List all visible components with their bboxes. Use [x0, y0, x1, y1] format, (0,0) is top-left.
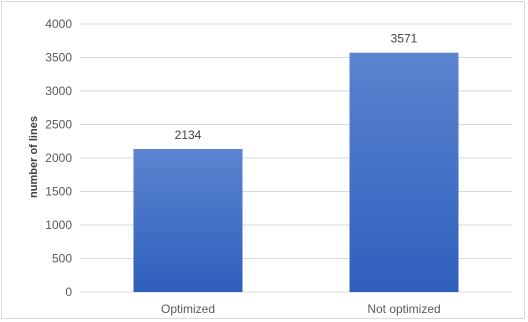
- data-labels: 2134 3571: [175, 32, 418, 142]
- y-tick-label: 500: [52, 252, 72, 266]
- y-tick-label: 3000: [45, 84, 72, 98]
- y-axis-ticks: 0 500 1000 1500 2000 2500 3000 3500 4000: [45, 17, 72, 299]
- y-tick-label: 1500: [45, 185, 72, 199]
- category-label: Not optimized: [367, 302, 440, 316]
- data-label: 3571: [391, 32, 418, 46]
- y-tick-label: 3500: [45, 51, 72, 65]
- bars: [133, 52, 459, 293]
- category-label: Optimized: [161, 302, 215, 316]
- bar: [133, 149, 243, 292]
- y-tick-label: 2000: [45, 151, 72, 165]
- y-tick-label: 2500: [45, 118, 72, 132]
- y-tick-label: 4000: [45, 17, 72, 31]
- y-tick-label: 1000: [45, 218, 72, 232]
- y-tick-label: 0: [65, 285, 72, 299]
- category-labels: Optimized Not optimized: [161, 302, 441, 316]
- bar: [349, 52, 459, 293]
- data-label: 2134: [175, 128, 202, 142]
- y-axis-label: number of lines: [28, 116, 40, 198]
